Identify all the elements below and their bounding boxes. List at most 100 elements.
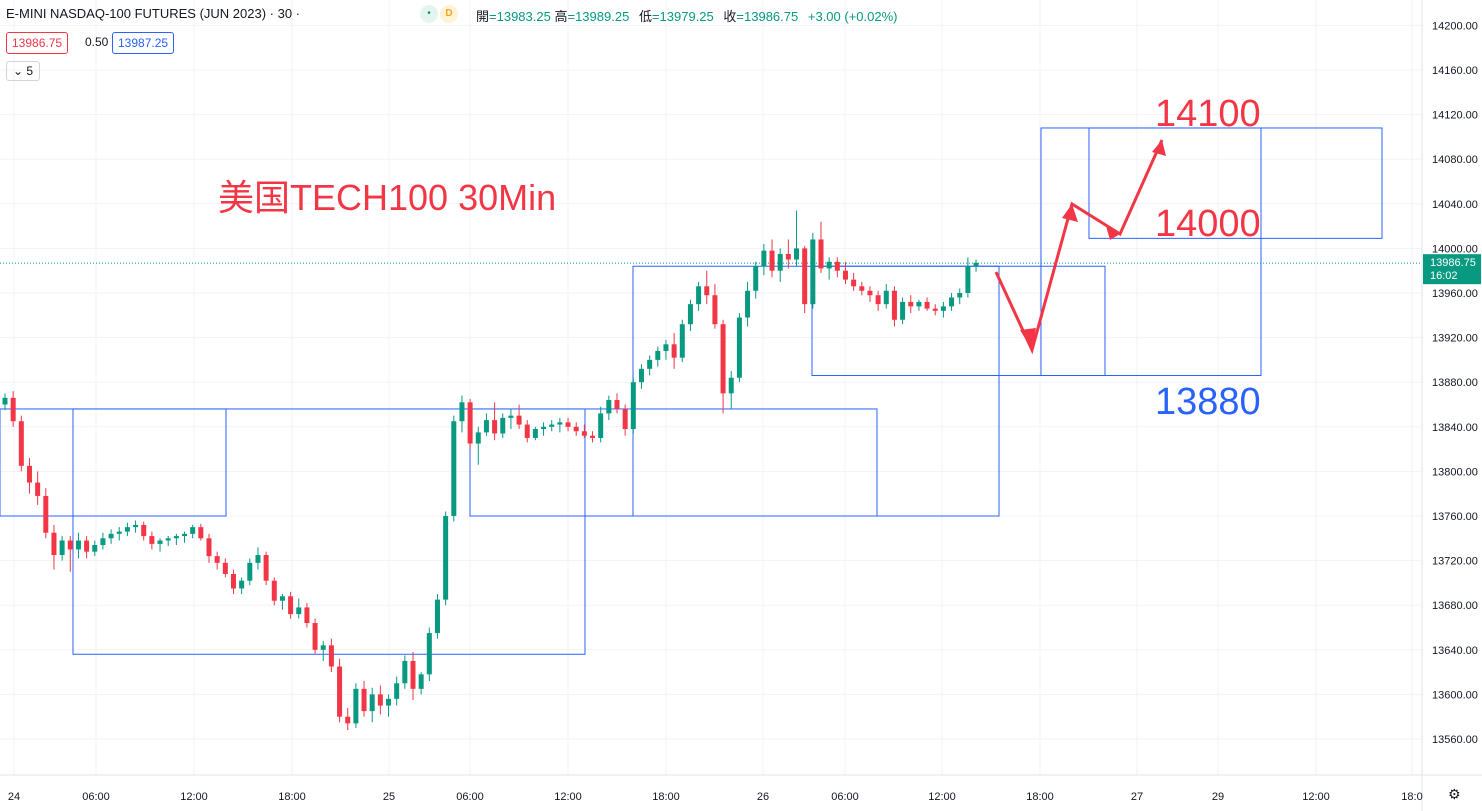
sell-button[interactable]: 13986.75 bbox=[6, 32, 69, 54]
candle-body bbox=[826, 261, 832, 269]
status-badges: • D bbox=[420, 5, 458, 23]
candle-body bbox=[802, 248, 808, 305]
arrow-head bbox=[1062, 204, 1078, 222]
arrow-head bbox=[1106, 226, 1120, 240]
candle-body bbox=[239, 580, 245, 589]
candle-body bbox=[924, 301, 930, 309]
high-label: 高 bbox=[554, 9, 568, 24]
candle-body bbox=[230, 573, 236, 589]
price-tick-label: 14200.00 bbox=[1432, 20, 1478, 32]
candle-body bbox=[777, 253, 783, 271]
candle-body bbox=[965, 266, 971, 293]
open-value: =13983.25 bbox=[489, 9, 551, 24]
chart-header: E-MINI NASDAQ-100 FUTURES (JUN 2023) · 3… bbox=[6, 6, 300, 21]
candle-body bbox=[720, 324, 726, 394]
candle-body bbox=[655, 350, 661, 360]
candle-body bbox=[663, 344, 669, 351]
candle-body bbox=[794, 248, 800, 260]
candle-body bbox=[859, 286, 865, 291]
candle-body bbox=[622, 408, 628, 430]
candle-body bbox=[516, 415, 522, 425]
candle-body bbox=[182, 533, 188, 537]
close-label: 收 bbox=[723, 9, 737, 24]
candle-body bbox=[949, 297, 955, 307]
candle-body bbox=[369, 694, 375, 712]
candle-body bbox=[810, 239, 816, 305]
price-tick-label: 14000.00 bbox=[1432, 243, 1478, 255]
rectangle-drawing bbox=[72, 408, 586, 655]
candle-body bbox=[108, 533, 114, 539]
candle-body bbox=[410, 660, 416, 689]
indicator-collapse-button[interactable]: ⌄ 5 bbox=[6, 61, 41, 81]
candle-body bbox=[818, 239, 824, 269]
rectangle-drawing bbox=[632, 265, 1000, 517]
candle-body bbox=[353, 688, 359, 724]
close-value: =13986.75 bbox=[736, 9, 799, 24]
time-tick-label: 12:00 bbox=[1302, 791, 1330, 803]
candle-body bbox=[483, 420, 489, 433]
change-value: +3.00 (+0.02%) bbox=[807, 9, 898, 24]
rectangle-drawing bbox=[469, 408, 878, 517]
candle-body bbox=[263, 555, 269, 581]
symbol-title[interactable]: E-MINI NASDAQ-100 FUTURES (JUN 2023) · 3… bbox=[6, 6, 301, 21]
price-tick-label: 13640.00 bbox=[1432, 645, 1478, 657]
time-tick-label: 18:0 bbox=[1401, 791, 1422, 803]
candle-body bbox=[940, 306, 946, 311]
last-price-label: 13986.75 bbox=[1430, 257, 1476, 269]
candle-body bbox=[492, 420, 498, 434]
candle-body bbox=[532, 429, 538, 438]
price-tick-label: 13720.00 bbox=[1432, 556, 1478, 568]
candle-body bbox=[345, 716, 351, 724]
time-tick-label: 12:00 bbox=[554, 791, 582, 803]
candle-body bbox=[247, 562, 253, 581]
candle-body bbox=[198, 527, 204, 539]
gear-icon[interactable]: ⚙ bbox=[1448, 786, 1461, 802]
buy-button[interactable]: 13987.25 bbox=[112, 32, 175, 54]
data-delay-icon[interactable]: D bbox=[440, 5, 458, 23]
candle-body bbox=[451, 421, 457, 516]
candle-body bbox=[891, 290, 897, 320]
candle-body bbox=[165, 538, 171, 541]
candle-body bbox=[304, 607, 310, 624]
last-price-tag bbox=[1423, 254, 1481, 285]
candle-body bbox=[288, 596, 294, 615]
target-label-low: 13880 bbox=[1155, 381, 1261, 423]
candle-body bbox=[761, 250, 767, 267]
candle-body bbox=[84, 540, 90, 552]
candle-body bbox=[75, 540, 81, 550]
price-tick-label: 14160.00 bbox=[1432, 65, 1478, 77]
candle-body bbox=[35, 482, 41, 496]
candle-body bbox=[736, 317, 742, 378]
candle-body bbox=[434, 599, 440, 634]
candle-body bbox=[320, 645, 326, 650]
time-tick-label: 27 bbox=[1131, 791, 1143, 803]
candle-body bbox=[769, 250, 775, 271]
candle-body bbox=[124, 527, 130, 532]
candle-body bbox=[2, 397, 8, 405]
candle-body bbox=[851, 279, 857, 287]
candle-body bbox=[883, 290, 889, 305]
candle-body bbox=[271, 580, 277, 601]
candle-body bbox=[704, 286, 710, 296]
price-tick-label: 14120.00 bbox=[1432, 110, 1478, 122]
candle-body bbox=[279, 596, 285, 601]
candle-body bbox=[467, 402, 473, 444]
candle-body bbox=[500, 417, 506, 434]
candle-body bbox=[598, 413, 604, 438]
chevron-down-icon: ⌄ bbox=[13, 64, 24, 78]
candle-body bbox=[377, 694, 383, 706]
candle-body bbox=[10, 397, 16, 422]
candle-body bbox=[133, 524, 139, 528]
candle-body bbox=[557, 422, 563, 425]
market-status-icon[interactable]: • bbox=[420, 5, 438, 23]
candle-body bbox=[443, 516, 449, 600]
price-tick-label: 13760.00 bbox=[1432, 511, 1478, 523]
candle-body bbox=[549, 424, 555, 427]
candle-body bbox=[524, 424, 530, 438]
candle-body bbox=[696, 286, 702, 305]
candle-body bbox=[116, 531, 122, 534]
candle-body bbox=[916, 301, 922, 307]
candle-body bbox=[753, 266, 759, 291]
time-tick-label: 29 bbox=[1212, 791, 1224, 803]
